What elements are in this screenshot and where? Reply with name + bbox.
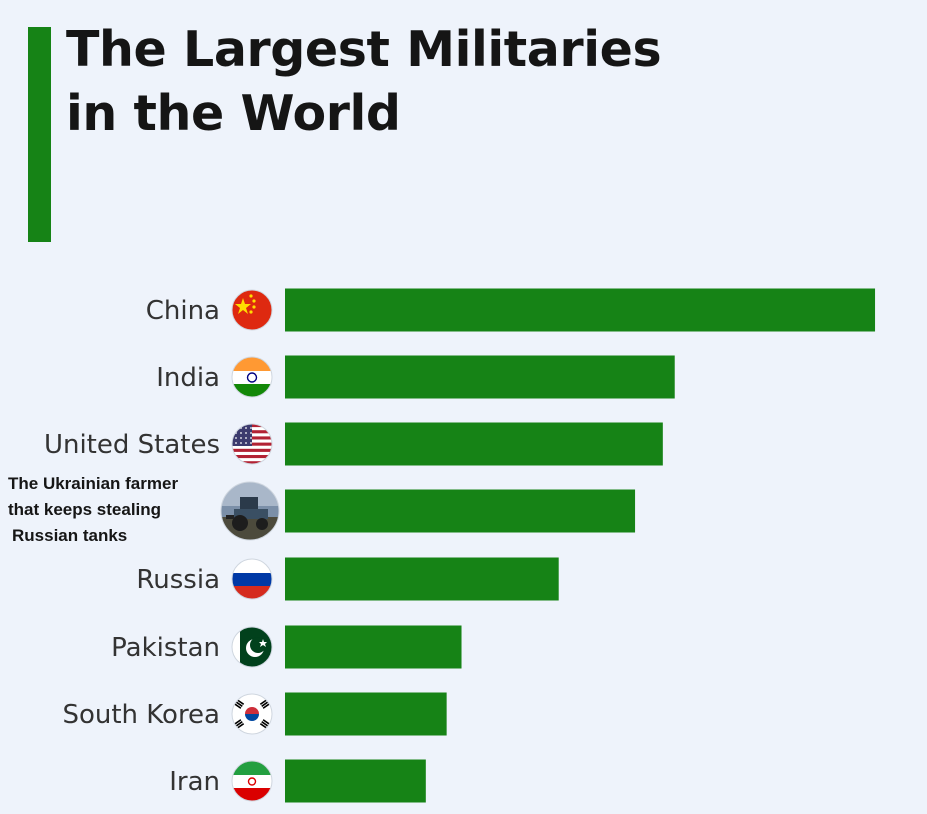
- chart-row: China: [146, 288, 876, 332]
- chart-title-line-1: The Largest Militaries: [66, 21, 662, 78]
- category-label: South Korea: [62, 700, 220, 730]
- category-label: United States: [44, 430, 220, 460]
- bar: [285, 759, 426, 803]
- category-label: China: [146, 296, 220, 326]
- india-flag-icon: [231, 356, 273, 398]
- category-label: India: [156, 363, 220, 393]
- title-accent-bar: [28, 27, 51, 242]
- pakistan-flag-icon: [231, 626, 273, 668]
- chart-title-line-2: in the World: [66, 85, 401, 142]
- bar: [285, 557, 559, 601]
- chart-row: Iran: [169, 759, 426, 803]
- south-korea-flag-icon: [231, 693, 273, 735]
- bar: [285, 355, 675, 399]
- us-flag-icon: [231, 423, 273, 465]
- chart-title: The Largest Militaries in the World: [66, 18, 886, 146]
- tractor-photo-icon: [220, 481, 280, 541]
- chart-row: India: [156, 355, 675, 399]
- bar: [285, 288, 876, 332]
- bar: [285, 625, 462, 669]
- bar: [285, 692, 447, 736]
- bar: [285, 489, 636, 533]
- iran-flag-icon: [231, 760, 273, 802]
- chart-rows: China India United States The Ukrainian far…: [8, 288, 876, 803]
- chart-row: Russia: [136, 557, 559, 601]
- category-label-line: Russian tanks: [12, 526, 127, 545]
- chart-row: Pakistan: [111, 625, 462, 669]
- bar: [285, 422, 663, 466]
- chart-row: The Ukrainian farmer that keeps stealing R…: [8, 474, 636, 545]
- china-flag-icon: [231, 289, 273, 331]
- chart-row: United States: [44, 422, 663, 466]
- category-label: Pakistan: [111, 633, 220, 663]
- category-label: Russia: [136, 565, 220, 595]
- category-label: Iran: [169, 767, 220, 797]
- category-label-line: that keeps stealing: [8, 500, 161, 519]
- chart-row: South Korea: [62, 692, 447, 736]
- category-label-line: The Ukrainian farmer: [8, 474, 178, 493]
- russia-flag-icon: [231, 558, 273, 600]
